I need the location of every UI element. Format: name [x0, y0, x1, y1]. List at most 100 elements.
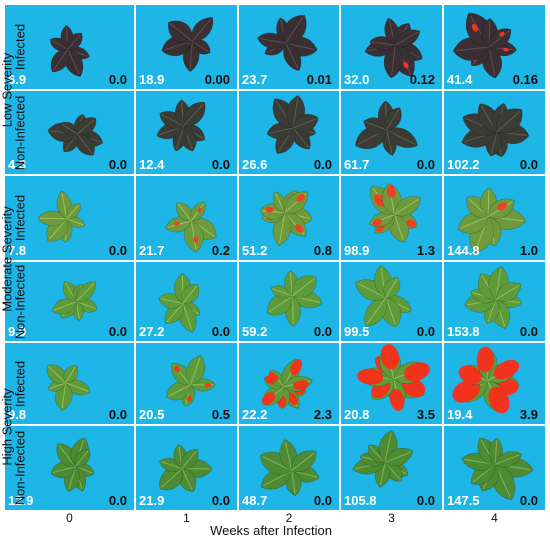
group-label-moderate-severity: Moderate Severity [0, 205, 15, 312]
left-value-label: 105.8 [344, 493, 377, 508]
plant-illustration [161, 17, 214, 72]
right-value-label: 0.0 [313, 493, 332, 508]
plant-photo-low-severity-non-infected-week-1: 12.4 0.0 [136, 91, 237, 174]
plant-photo-high-severity-non-infected-week-0: 12.9 0.0 [5, 426, 134, 510]
group-label-low-severity: Low Severity [0, 52, 15, 127]
right-value-label: 0.0 [108, 157, 127, 172]
right-value-label: 0.0 [416, 493, 435, 508]
left-value-label: 18.9 [139, 72, 165, 87]
plant-illustration [355, 100, 418, 156]
left-value-label: 21.7 [139, 243, 165, 258]
plant-illustration [461, 102, 530, 158]
plant-illustration [49, 24, 90, 77]
plant-photo-high-severity-infected-week-3: 20.8 3.5 [341, 343, 442, 424]
right-value-label: 0.0 [313, 324, 332, 339]
plant-illustration [259, 190, 313, 246]
right-value-label: 0.0 [313, 157, 332, 172]
left-value-label: 12.4 [139, 157, 165, 172]
right-value-label: 0.0 [519, 493, 538, 508]
left-value-label: 41.4 [447, 72, 473, 87]
plant-illustration [46, 364, 91, 411]
plant-illustration [357, 344, 430, 411]
left-value-label: 21.9 [139, 493, 165, 508]
right-value-label: 0.0 [519, 157, 538, 172]
plant-photo-moderate-severity-infected-week-0: 7.8 0.0 [5, 176, 134, 260]
plant-illustration [355, 265, 412, 328]
right-value-label: 0.0 [108, 324, 127, 339]
right-value-label: 0.0 [211, 324, 230, 339]
right-value-label: 0.0 [108, 243, 127, 258]
plant-photo-high-severity-infected-week-4: 19.4 3.9 [444, 343, 545, 424]
left-value-label: 59.2 [242, 324, 268, 339]
plant-photo-low-severity-non-infected-week-3: 61.7 0.0 [341, 91, 442, 174]
week-tick-0: 0 [66, 511, 73, 525]
left-value-label: 20.5 [139, 407, 165, 422]
plant-illustration [364, 17, 423, 79]
plant-photo-moderate-severity-infected-week-4: 144.8 1.0 [444, 176, 545, 260]
plant-photo-high-severity-non-infected-week-4: 147.5 0.0 [444, 426, 545, 510]
left-value-label: 9.9 [8, 324, 27, 339]
right-value-label: 0.0 [108, 72, 127, 87]
plant-illustration [461, 437, 534, 501]
left-value-label: 153.8 [447, 324, 480, 339]
right-value-label: 0.0 [519, 324, 538, 339]
plant-illustration [352, 430, 414, 488]
row-label-moderate-severity-non-infected: Non-Infected [12, 264, 28, 339]
plant-illustration [165, 201, 217, 253]
plant-photo-low-severity-infected-week-2: 23.7 0.01 [239, 5, 339, 89]
right-value-label: 0.16 [512, 72, 538, 87]
left-value-label: 4.3 [8, 157, 27, 172]
plant-photo-low-severity-non-infected-week-4: 102.2 0.0 [444, 91, 545, 174]
plant-illustration [266, 95, 319, 155]
left-value-label: 22.2 [242, 407, 268, 422]
plant-illustration [464, 265, 523, 329]
left-value-label: 6.9 [8, 72, 27, 87]
right-value-label: 0.2 [211, 243, 230, 258]
left-value-label: 61.7 [344, 157, 370, 172]
plant-illustration [158, 272, 201, 333]
right-value-label: 3.5 [416, 407, 435, 422]
plant-photo-high-severity-infected-week-1: 20.5 0.5 [136, 343, 237, 424]
right-value-label: 1.3 [416, 243, 435, 258]
row-label-low-severity-non-infected: Non-Infected [12, 95, 28, 170]
right-value-label: 0.12 [409, 72, 435, 87]
right-value-label: 0.0 [211, 493, 230, 508]
right-value-label: 0.0 [416, 157, 435, 172]
left-value-label: 7.8 [8, 243, 27, 258]
plant-photo-high-severity-non-infected-week-3: 105.8 0.0 [341, 426, 442, 510]
left-value-label: 23.7 [242, 72, 268, 87]
right-value-label: 0.8 [313, 243, 332, 258]
plant-illustration [266, 270, 323, 328]
plant-illustration [156, 99, 206, 152]
plant-photo-high-severity-infected-week-0: 9.8 0.0 [5, 343, 134, 424]
right-value-label: 0.0 [108, 493, 127, 508]
row-label-low-severity-infected: Infected [12, 23, 28, 71]
left-value-label: 98.9 [344, 243, 370, 258]
right-value-label: 2.3 [313, 407, 332, 422]
plant-photo-moderate-severity-non-infected-week-0: 9.9 0.0 [5, 262, 134, 341]
plant-photo-high-severity-non-infected-week-2: 48.7 0.0 [239, 426, 339, 510]
row-label-moderate-severity-infected: Infected [12, 194, 28, 242]
week-tick-1: 1 [183, 511, 190, 525]
plant-photo-moderate-severity-infected-week-1: 21.7 0.2 [136, 176, 237, 260]
plant-illustration [457, 187, 527, 254]
plant-photo-low-severity-non-infected-week-0: 4.3 0.0 [5, 91, 134, 174]
left-value-label: 48.7 [242, 493, 268, 508]
plant-photo-low-severity-non-infected-week-2: 26.6 0.0 [239, 91, 339, 174]
left-value-label: 144.8 [447, 243, 480, 258]
plant-photo-high-severity-non-infected-week-1: 21.9 0.0 [136, 426, 237, 510]
row-label-high-severity-infected: Infected [12, 360, 28, 407]
plant-illustration [37, 190, 86, 243]
plant-illustration [166, 355, 216, 407]
group-label-high-severity: High Severity [0, 387, 15, 466]
right-value-label: 3.9 [519, 407, 538, 422]
right-value-label: 0.0 [211, 157, 230, 172]
plant-illustration [50, 437, 95, 492]
x-axis-title: Weeks after Infection [210, 523, 332, 538]
right-value-label: 0.01 [306, 72, 332, 87]
right-value-label: 0.00 [204, 72, 230, 87]
plant-illustration [452, 12, 517, 79]
left-value-label: 9.8 [8, 407, 27, 422]
plant-photo-moderate-severity-non-infected-week-4: 153.8 0.0 [444, 262, 545, 341]
plant-photo-moderate-severity-infected-week-2: 51.2 0.8 [239, 176, 339, 260]
